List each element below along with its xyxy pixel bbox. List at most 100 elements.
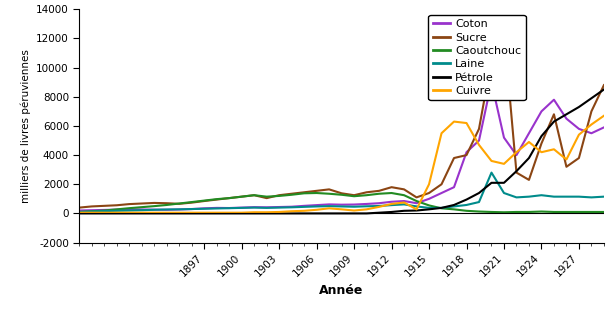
Coton: [575, 127, 583, 131]
Cuivre: [425, 182, 432, 186]
Laine: [363, 204, 370, 208]
Cuivre: [151, 211, 158, 215]
Laine: [563, 195, 570, 198]
Coton: [201, 207, 208, 210]
Pétrole: [101, 211, 108, 215]
Cuivre: [238, 211, 245, 215]
Coton: [450, 185, 458, 189]
Laine: [388, 203, 395, 207]
Caoutchouc: [400, 193, 407, 197]
Caoutchouc: [288, 193, 295, 197]
Cuivre: [301, 209, 308, 213]
Coton: [126, 207, 133, 211]
Pétrole: [475, 191, 483, 195]
Pétrole: [575, 105, 583, 109]
Pétrole: [113, 211, 120, 215]
Line: Cuivre: Cuivre: [79, 116, 604, 213]
Sucre: [151, 201, 158, 205]
Coton: [488, 80, 495, 84]
Pétrole: [338, 211, 345, 215]
Sucre: [588, 109, 595, 113]
Pétrole: [525, 156, 533, 160]
Sucre: [176, 202, 183, 206]
Sucre: [563, 165, 570, 169]
Line: Coton: Coton: [79, 82, 604, 211]
Sucre: [76, 206, 83, 210]
Sucre: [363, 190, 370, 194]
Coton: [238, 206, 245, 210]
Coton: [301, 204, 308, 208]
Sucre: [138, 202, 145, 205]
X-axis label: Année: Année: [320, 284, 364, 297]
Cuivre: [201, 211, 208, 215]
Caoutchouc: [188, 200, 195, 204]
Laine: [313, 205, 320, 208]
Laine: [76, 210, 83, 214]
Coton: [563, 117, 570, 121]
Laine: [413, 205, 420, 208]
Pétrole: [413, 209, 420, 212]
Cuivre: [176, 211, 183, 215]
Pétrole: [375, 211, 382, 215]
Sucre: [88, 205, 95, 208]
Coton: [88, 208, 95, 212]
Caoutchouc: [238, 195, 245, 198]
Coton: [588, 131, 595, 135]
Pétrole: [76, 211, 83, 215]
Pétrole: [126, 211, 133, 215]
Coton: [276, 205, 283, 209]
Coton: [313, 203, 320, 207]
Cuivre: [263, 211, 270, 214]
Pétrole: [363, 211, 370, 215]
Caoutchouc: [76, 210, 83, 214]
Caoutchouc: [450, 207, 458, 211]
Pétrole: [238, 211, 245, 215]
Coton: [538, 109, 545, 113]
Sucre: [101, 204, 108, 208]
Caoutchouc: [488, 210, 495, 214]
Caoutchouc: [425, 203, 432, 207]
Pétrole: [288, 211, 295, 215]
Caoutchouc: [538, 210, 545, 213]
Sucre: [188, 201, 195, 205]
Sucre: [513, 171, 520, 174]
Laine: [450, 205, 458, 208]
Laine: [201, 207, 208, 211]
Sucre: [425, 191, 432, 195]
Coton: [288, 205, 295, 209]
Caoutchouc: [126, 206, 133, 210]
Sucre: [251, 193, 258, 197]
Caoutchouc: [251, 193, 258, 197]
Pétrole: [313, 211, 320, 215]
Pétrole: [350, 211, 357, 215]
Cuivre: [326, 207, 333, 210]
Sucre: [238, 195, 245, 198]
Pétrole: [513, 169, 520, 173]
Sucre: [326, 188, 333, 191]
Cuivre: [400, 201, 407, 204]
Caoutchouc: [301, 192, 308, 195]
Pétrole: [463, 198, 470, 202]
Cuivre: [88, 211, 95, 215]
Caoutchouc: [350, 194, 357, 198]
Sucre: [538, 142, 545, 145]
Coton: [151, 208, 158, 211]
Sucre: [450, 156, 458, 160]
Coton: [388, 200, 395, 204]
Cuivre: [276, 210, 283, 214]
Pétrole: [163, 211, 170, 215]
Caoutchouc: [338, 193, 345, 197]
Sucre: [288, 192, 295, 196]
Sucre: [313, 189, 320, 193]
Sucre: [263, 196, 270, 200]
Caoutchouc: [326, 192, 333, 196]
Sucre: [413, 196, 420, 199]
Coton: [350, 203, 357, 207]
Coton: [188, 207, 195, 211]
Caoutchouc: [276, 194, 283, 198]
Caoutchouc: [525, 210, 533, 214]
Coton: [413, 201, 420, 205]
Cuivre: [488, 159, 495, 163]
Pétrole: [88, 211, 95, 215]
Line: Pétrole: Pétrole: [79, 90, 604, 213]
